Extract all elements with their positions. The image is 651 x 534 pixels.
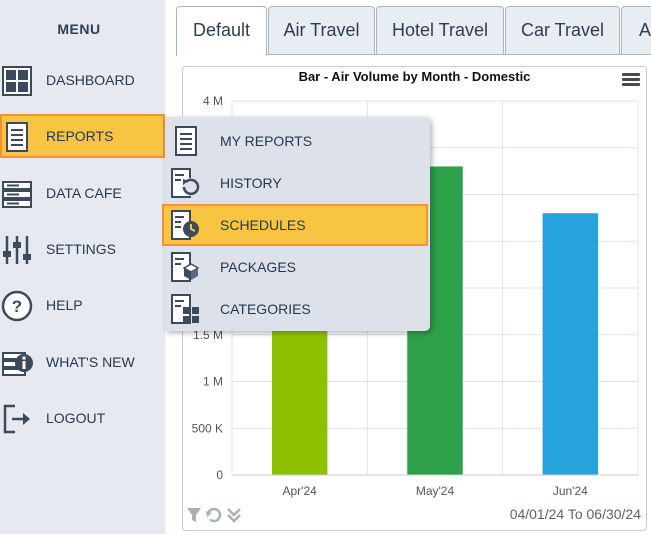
submenu-item-categories[interactable]: CATEGORIES	[165, 288, 430, 330]
sidebar-item-help[interactable]: ? HELP	[0, 283, 165, 327]
bar[interactable]	[271, 325, 328, 475]
report-list-icon	[175, 126, 197, 156]
submenu-item-label: CATEGORIES	[220, 301, 311, 317]
reports-submenu: MY REPORTS HISTORY SCHEDULES	[162, 117, 430, 331]
sidebar-item-label: SETTINGS	[46, 241, 117, 257]
tab-overflow[interactable]: A	[621, 6, 651, 54]
sidebar-item-data-cafe[interactable]: DATA CAFE	[0, 171, 165, 215]
reports-icon	[6, 122, 28, 152]
tab-default[interactable]: Default	[176, 6, 267, 56]
submenu-item-label: SCHEDULES	[220, 217, 306, 233]
tab-bar: Default Air Travel Hotel Travel Car Trav…	[165, 0, 651, 56]
refresh-icon[interactable]	[206, 507, 222, 523]
x-tick-label: Apr'24	[283, 484, 318, 498]
y-tick-label: 1 M	[203, 375, 223, 389]
dashboard-icon	[2, 66, 32, 96]
filter-icon[interactable]	[187, 508, 201, 522]
tab-air-travel[interactable]: Air Travel	[268, 6, 375, 54]
sidebar: MENU DASHBOARD REPORTS DATA	[0, 0, 165, 534]
double-chevron-down-icon[interactable]	[227, 508, 241, 523]
submenu-item-history[interactable]: HISTORY	[165, 162, 430, 204]
bar[interactable]	[542, 213, 599, 475]
help-icon: ?	[1, 290, 33, 322]
sliders-icon	[3, 236, 31, 264]
server-icon	[2, 181, 32, 208]
y-tick-label: 4 M	[203, 94, 223, 108]
sidebar-item-label: DASHBOARD	[46, 72, 135, 88]
submenu-item-label: PACKAGES	[220, 259, 296, 275]
x-tick-label: May'24	[416, 484, 455, 498]
sidebar-item-label: HELP	[46, 297, 83, 313]
y-tick-label: 1.5 M	[193, 328, 223, 342]
submenu-item-my-reports[interactable]: MY REPORTS	[165, 120, 430, 162]
sidebar-item-label: REPORTS	[46, 128, 114, 144]
submenu-item-label: HISTORY	[220, 175, 282, 191]
submenu-item-schedules[interactable]: SCHEDULES	[162, 204, 428, 246]
tab-underline	[267, 54, 651, 55]
y-tick-label: 0	[216, 468, 223, 482]
sidebar-item-label: WHAT'S NEW	[46, 354, 135, 370]
submenu-item-packages[interactable]: PACKAGES	[165, 246, 430, 288]
chart-menu-icon[interactable]	[622, 73, 640, 87]
logout-icon	[3, 404, 30, 434]
submenu-item-label: MY REPORTS	[220, 133, 313, 149]
y-tick-label: 500 K	[192, 421, 223, 435]
chart-title: Bar - Air Volume by Month - Domestic	[298, 69, 531, 84]
sidebar-item-settings[interactable]: SETTINGS	[0, 227, 165, 271]
sidebar-item-dashboard[interactable]: DASHBOARD	[0, 58, 165, 102]
tab-car-travel[interactable]: Car Travel	[505, 6, 620, 54]
chart-tools	[187, 507, 241, 523]
package-icon	[171, 252, 200, 282]
sidebar-item-label: LOGOUT	[46, 410, 106, 426]
sidebar-item-whats-new[interactable]: WHAT'S NEW	[0, 340, 165, 384]
x-tick-label: Jun'24	[553, 484, 588, 498]
sidebar-item-logout[interactable]: LOGOUT	[0, 396, 165, 440]
sidebar-item-reports[interactable]: REPORTS	[0, 114, 165, 158]
date-range: 04/01/24 To 06/30/24	[509, 506, 641, 522]
history-icon	[171, 168, 200, 198]
tab-hotel-travel[interactable]: Hotel Travel	[376, 6, 504, 54]
whats-new-icon	[2, 352, 33, 376]
svg-text:?: ?	[12, 297, 22, 316]
menu-title: MENU	[57, 21, 101, 37]
sidebar-item-label: DATA CAFE	[46, 185, 122, 201]
schedule-icon	[171, 210, 199, 240]
categories-icon	[171, 294, 199, 324]
